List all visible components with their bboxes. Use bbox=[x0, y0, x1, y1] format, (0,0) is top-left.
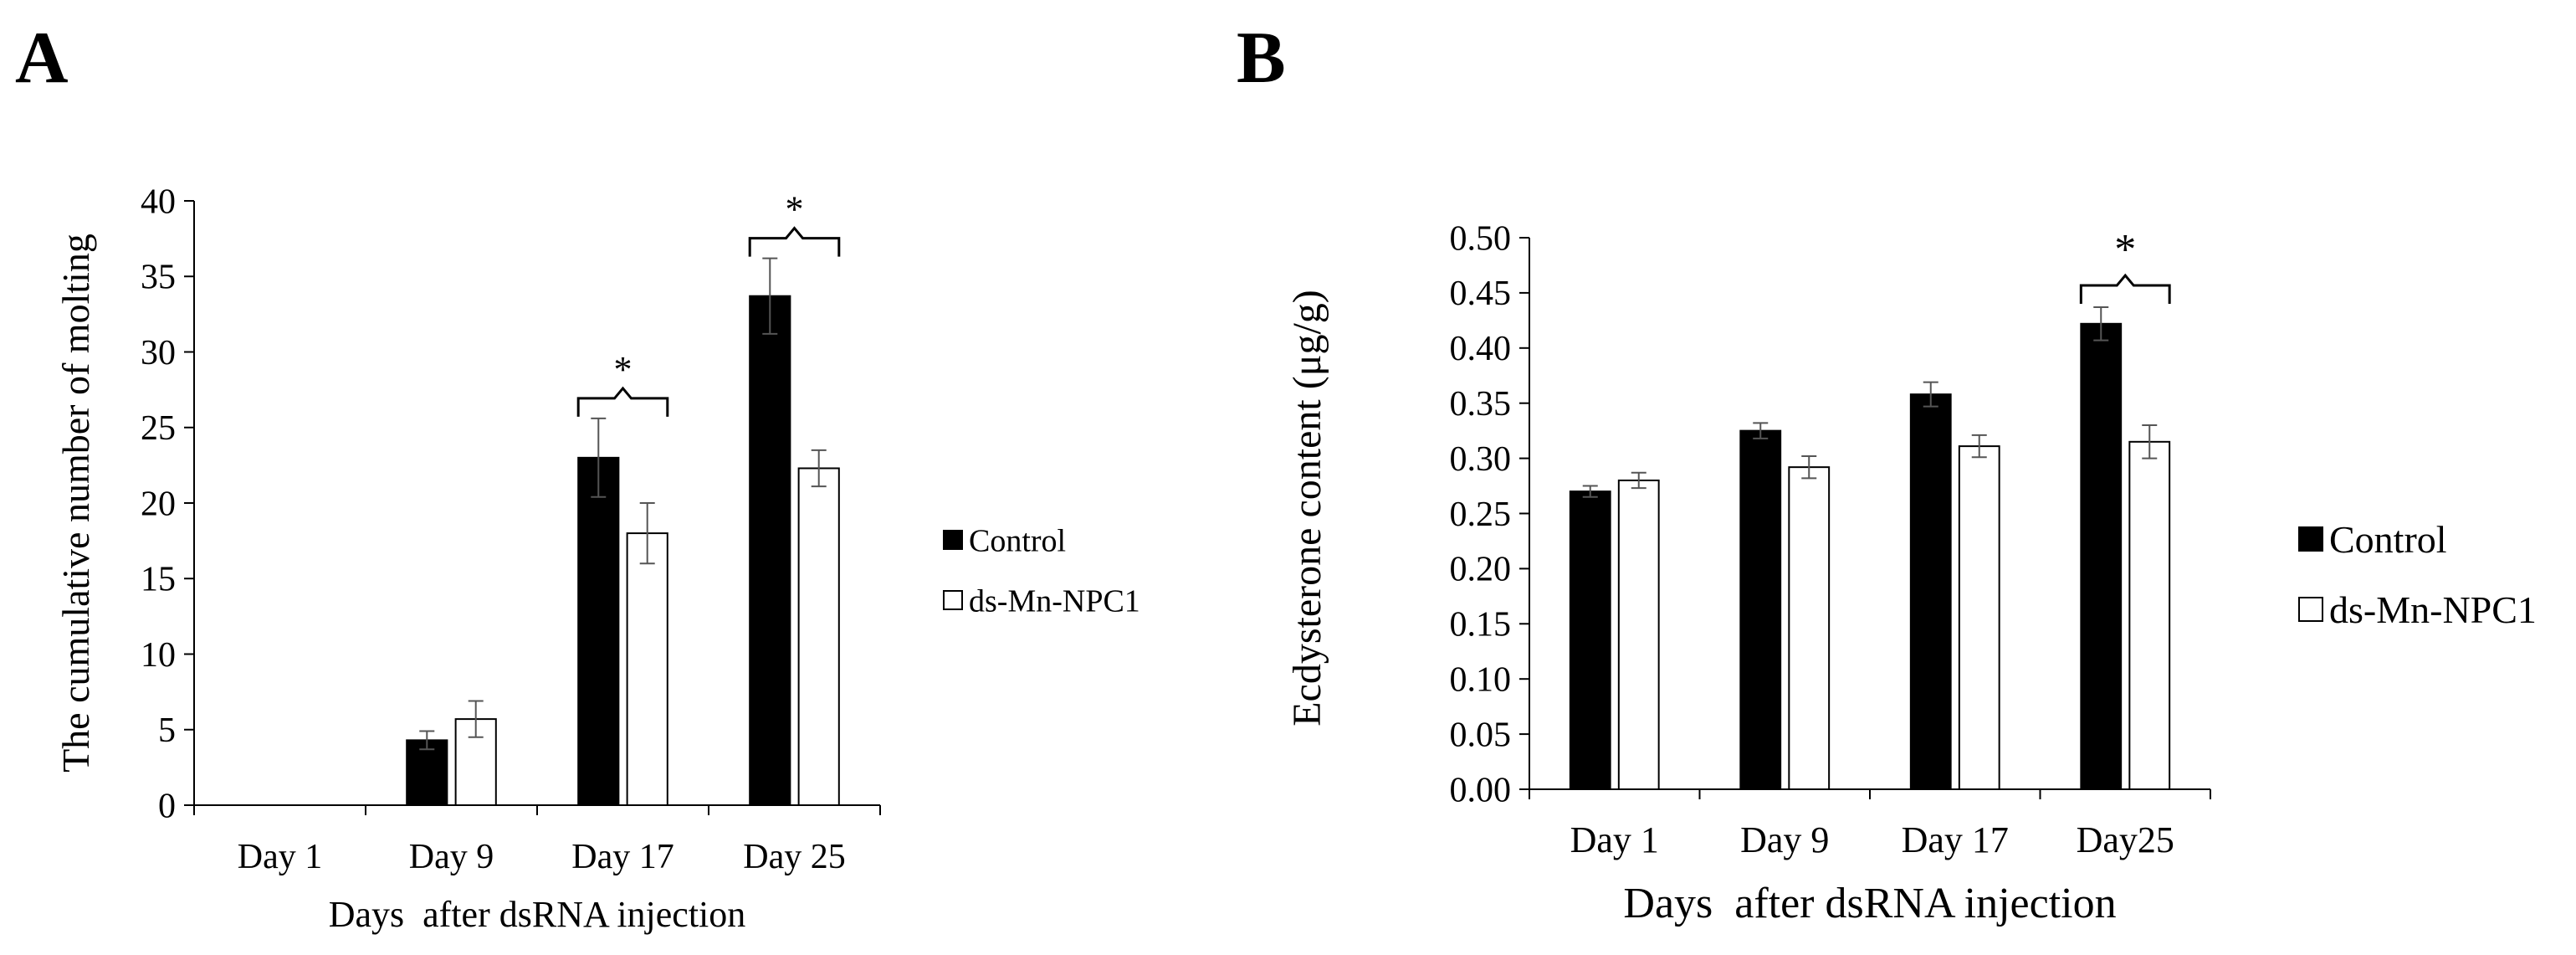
chart-b-category-label-day25: Day25 bbox=[2077, 819, 2174, 860]
chart-a-legend-label-ds-mn-npc1: ds-Mn-NPC1 bbox=[969, 583, 1140, 619]
chart-b-y-tick-label: 0.10 bbox=[1450, 660, 1512, 699]
chart-b-bar-ds-mn-npc1-day-17 bbox=[1958, 445, 2000, 790]
chart-a-y-tick-label: 35 bbox=[141, 259, 176, 297]
chart-b-ecdysterone-content: 0.00 0.05 0.10 0.15 0.20 0.25 0.30 0.35 0.40 0.45… bbox=[1285, 219, 2537, 927]
chart-a-x-axis-title: Days after dsRNA injection bbox=[329, 894, 746, 935]
panel-label-a: A bbox=[15, 18, 69, 99]
chart-b-y-tick-label: 0.40 bbox=[1450, 330, 1512, 368]
chart-a-category-label-day-9: Day 9 bbox=[409, 838, 494, 876]
chart-a-y-tick-label: 30 bbox=[141, 334, 176, 372]
chart-b-bar-control-day25 bbox=[2080, 322, 2123, 790]
chart-b-category-label-day-1: Day 1 bbox=[1570, 819, 1659, 860]
chart-a-significance-star-day-17: * bbox=[614, 349, 632, 390]
chart-b-legend-label-control: Control bbox=[2329, 518, 2447, 561]
chart-a-significance-bracket-day-17 bbox=[576, 386, 669, 417]
chart-b-y-tick-label: 0.35 bbox=[1450, 385, 1512, 424]
chart-b-bar-control-day-9 bbox=[1739, 429, 1782, 791]
chart-b-y-tick-label: 0.50 bbox=[1450, 219, 1512, 258]
chart-b-y-tick-label: 0.30 bbox=[1450, 440, 1512, 479]
chart-a-bar-control-day-25 bbox=[749, 295, 791, 806]
chart-b-y-tick-label: 0.25 bbox=[1450, 495, 1512, 534]
chart-a-y-tick-label: 20 bbox=[141, 485, 176, 523]
chart-b-legend-swatch-ds-mn-npc1 bbox=[2298, 597, 2323, 622]
chart-b-y-tick-label: 0.05 bbox=[1450, 716, 1512, 754]
chart-a-legend-swatch-ds-mn-npc1 bbox=[943, 590, 963, 610]
chart-a-bar-ds-mn-npc1-day-25 bbox=[797, 467, 840, 806]
chart-a-y-tick-label: 10 bbox=[141, 636, 176, 675]
chart-b-y-tick-label: 0.00 bbox=[1450, 771, 1512, 809]
chart-b-category-label-day-17: Day 17 bbox=[1902, 819, 2009, 860]
chart-a-category-label-day-1: Day 1 bbox=[238, 838, 322, 876]
chart-a-category-label-day-25: Day 25 bbox=[743, 838, 845, 876]
chart-a-category-label-day-17: Day 17 bbox=[571, 838, 673, 876]
chart-a-significance-star-day-25: * bbox=[786, 189, 804, 230]
chart-a-bar-control-day-9 bbox=[406, 739, 448, 807]
chart-b-bar-ds-mn-npc1-day25 bbox=[2128, 440, 2171, 791]
chart-b-significance-star-day25: * bbox=[2114, 226, 2136, 274]
chart-b-y-axis-title: Ecdysterone content (μg/g) bbox=[1285, 290, 1329, 727]
panel-label-b: B bbox=[1237, 18, 1286, 99]
chart-a-y-tick-label: 40 bbox=[141, 182, 176, 221]
chart-a-bar-control-day-17 bbox=[577, 456, 620, 806]
chart-b-bar-control-day-17 bbox=[1909, 393, 1952, 790]
chart-a-significance-bracket-day-25 bbox=[748, 226, 841, 257]
chart-a-y-tick-label: 25 bbox=[141, 409, 176, 448]
chart-a-bar-ds-mn-npc1-day-17 bbox=[626, 532, 668, 806]
chart-b-bar-ds-mn-npc1-day-9 bbox=[1788, 466, 1831, 790]
chart-a-legend-swatch-control bbox=[943, 530, 963, 550]
chart-b-bar-ds-mn-npc1-day-1 bbox=[1617, 479, 1660, 791]
chart-a-molting-count: 0 5 10 15 20 25 30 35 40 Day 1 Day 9 Day 17 Day 25 * *… bbox=[54, 182, 1140, 935]
chart-a-y-tick-label: 15 bbox=[141, 561, 176, 599]
chart-b-category-label-day-9: Day 9 bbox=[1740, 819, 1829, 860]
chart-a-y-tick-label: 5 bbox=[158, 711, 176, 750]
chart-a-legend-label-control: Control bbox=[969, 523, 1066, 558]
chart-b-significance-bracket-day25 bbox=[2079, 273, 2171, 305]
chart-a-y-tick-label: 0 bbox=[158, 787, 176, 825]
chart-b-bar-control-day-1 bbox=[1569, 490, 1611, 790]
chart-b-y-tick-label: 0.20 bbox=[1450, 551, 1512, 589]
chart-b-legend-label-ds-mn-npc1: ds-Mn-NPC1 bbox=[2329, 588, 2537, 631]
chart-b-y-tick-label: 0.45 bbox=[1450, 275, 1512, 313]
chart-b-x-axis-title: Days after dsRNA injection bbox=[1623, 880, 2116, 927]
chart-b-legend-swatch-control bbox=[2298, 526, 2323, 552]
chart-b-y-tick-label: 0.15 bbox=[1450, 606, 1512, 644]
chart-a-y-axis-title: The cumulative number of molting bbox=[54, 234, 97, 773]
